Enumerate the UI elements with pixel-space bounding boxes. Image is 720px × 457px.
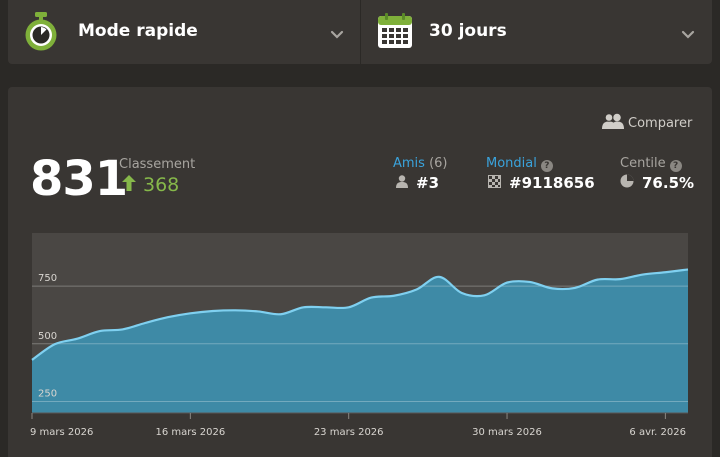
percentile-header: Centile?: [620, 156, 682, 172]
percentile-value: 76.5%: [642, 174, 695, 192]
series-area: [32, 269, 688, 413]
arrow-up-icon: [121, 174, 137, 196]
global-link[interactable]: Mondial: [486, 156, 537, 171]
users-icon: [602, 113, 624, 133]
friends-rank-value: #3: [416, 174, 440, 192]
rating-chart: 250 500 750 9 mars 2026 16 mars 2026 23 mars …: [30, 233, 689, 438]
x-tick-label: 30 mars 2026: [472, 427, 542, 438]
percentile-label: Centile: [620, 156, 666, 171]
x-tick-label: 9 mars 2026: [30, 427, 93, 438]
friends-rank: #3: [396, 174, 439, 192]
stats-card: Comparer 831 Classement 368 Amis (6) #3 …: [8, 87, 712, 457]
x-tick-label: 16 mars 2026: [155, 427, 225, 438]
percentile-value-row: 76.5%: [620, 174, 694, 192]
help-icon[interactable]: ?: [540, 160, 553, 172]
y-tick-label: 500: [38, 331, 57, 342]
rating-value: 831: [30, 151, 128, 207]
global-header: Mondial?: [486, 156, 553, 172]
range-selector[interactable]: 30 jours: [361, 0, 712, 64]
calendar-icon: [377, 13, 413, 53]
mode-selector[interactable]: Mode rapide: [8, 0, 360, 64]
series-line: [31, 268, 689, 361]
mode-label: Mode rapide: [78, 21, 198, 41]
checkerboard-icon: [488, 174, 501, 192]
rating-label: Classement: [119, 157, 196, 172]
global-rank: #9118656: [488, 174, 595, 192]
x-tick-label: 23 mars 2026: [314, 427, 384, 438]
help-icon[interactable]: ?: [669, 160, 682, 172]
rating-delta-value: 368: [143, 174, 180, 196]
user-icon: [396, 174, 408, 192]
chevron-down-icon: [681, 25, 695, 44]
range-label: 30 jours: [429, 21, 507, 41]
x-tick-label: 6 avr. 2026: [629, 427, 686, 438]
compare-button[interactable]: Comparer: [602, 113, 692, 133]
compare-label: Comparer: [628, 115, 693, 131]
global-rank-value: #9118656: [509, 174, 595, 192]
y-tick-label: 250: [38, 388, 57, 399]
pie-icon: [620, 174, 634, 192]
stopwatch-icon: [24, 12, 58, 56]
friends-header: Amis (6): [393, 156, 448, 171]
chevron-down-icon: [330, 25, 344, 44]
friends-count: (6): [429, 156, 448, 171]
rating-delta: 368: [121, 174, 179, 196]
y-tick-label: 750: [38, 273, 57, 284]
friends-link[interactable]: Amis: [393, 156, 425, 171]
